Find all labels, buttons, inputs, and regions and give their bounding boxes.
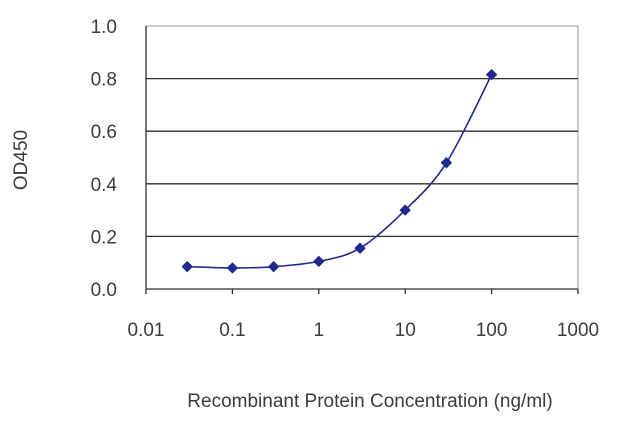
y-tick-label: 0.6 <box>91 122 117 143</box>
y-tick-label: 0.0 <box>91 280 117 301</box>
data-point-marker <box>354 242 366 254</box>
y-tick-label: 0.4 <box>91 175 118 196</box>
data-point-marker <box>399 204 411 216</box>
y-tick-label: 0.8 <box>91 70 117 91</box>
x-tick-label: 10 <box>395 320 416 341</box>
x-tick-label: 0.01 <box>128 320 165 341</box>
gridlines <box>146 77 578 238</box>
data-point-marker <box>181 260 193 273</box>
x-tick-labels: 0.01 0.1 1 10 100 1000 <box>128 320 600 341</box>
data-point-marker <box>440 157 453 169</box>
x-axis-title: Recombinant Protein Concentration (ng/ml… <box>187 391 552 412</box>
axes <box>145 26 579 294</box>
x-tick-label: 1 <box>314 320 325 341</box>
data-point-marker <box>267 260 280 273</box>
data-point-marker <box>313 255 325 268</box>
x-tick-label: 1000 <box>557 320 599 341</box>
x-tick-label: 0.1 <box>219 320 245 341</box>
series-layer <box>181 68 498 274</box>
y-tick-label: 0.2 <box>91 227 117 248</box>
data-point-marker <box>226 262 239 274</box>
y-tick-labels: 0.0 0.2 0.4 0.6 0.8 1.0 <box>91 17 118 301</box>
y-axis-title: OD450 <box>11 130 32 190</box>
data-point-marker <box>485 68 498 81</box>
x-tick-label: 100 <box>476 320 508 341</box>
series-line-0 <box>187 74 493 269</box>
y-tick-label: 1.0 <box>91 17 117 38</box>
